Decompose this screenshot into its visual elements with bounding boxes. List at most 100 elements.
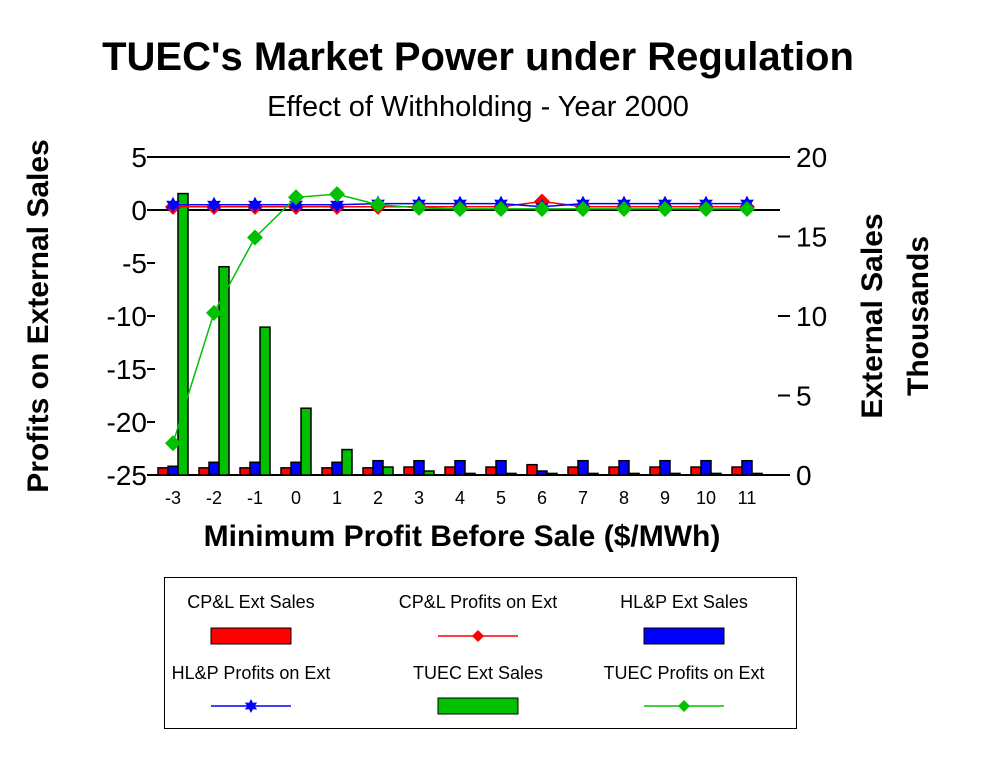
x-tick-label: 9 [660, 488, 670, 508]
point-5-2 [247, 229, 263, 246]
bar-0-0 [157, 467, 169, 476]
bar-0-8 [485, 466, 497, 476]
point-5-12 [657, 200, 673, 217]
legend-label-1: CP&L Profits on Ext [399, 592, 557, 612]
legend-label-0: CP&L Ext Sales [187, 592, 314, 612]
point-5-8 [493, 200, 509, 217]
y2-tick-label: 20 [796, 142, 827, 173]
point-5-9 [534, 200, 550, 217]
point-3-1 [207, 196, 221, 213]
x-tick-label: 7 [578, 488, 588, 508]
bar-0-13 [690, 466, 702, 476]
bar-0-11 [608, 466, 620, 476]
y-tick-label: -25 [107, 460, 147, 491]
x-axis-title: Minimum Profit Before Sale ($/MWh) [204, 520, 721, 553]
bar-0-5 [362, 467, 374, 476]
x-tick-label: 2 [373, 488, 383, 508]
bar-2-2 [249, 461, 261, 476]
point-5-5 [370, 196, 386, 213]
point-5-10 [575, 200, 591, 217]
x-tick-label: 1 [332, 488, 342, 508]
point-5-6 [411, 199, 427, 216]
point-5-3 [288, 189, 304, 206]
legend: CP&L Ext Sales CP&L Profits on Ext HL&P Ex… [164, 577, 797, 729]
bar-0-4 [321, 467, 333, 476]
point-3-0 [166, 196, 180, 213]
bar-4-9 [546, 472, 558, 476]
legend-label-3: HL&P Profits on Ext [172, 663, 331, 683]
x-tick-label: 5 [496, 488, 506, 508]
bar-2-14 [741, 459, 753, 476]
bar-4-12 [669, 472, 681, 476]
bar-4-7 [464, 472, 476, 476]
bar-0-6 [403, 466, 415, 476]
bar-2-4 [331, 461, 343, 476]
chart-title: TUEC's Market Power under Regulation [102, 35, 854, 79]
point-3-4 [330, 196, 344, 213]
bar-0-10 [567, 466, 579, 476]
point-5-11 [616, 200, 632, 217]
y-tick-label: 0 [131, 195, 147, 226]
x-tick-label: 3 [414, 488, 424, 508]
bar-4-6 [423, 470, 435, 476]
point-5-4 [329, 186, 345, 203]
y2-tick-label: 5 [796, 381, 812, 412]
bar-2-10 [577, 459, 589, 476]
y-tick-label: -5 [122, 248, 147, 279]
bar-4-2 [259, 326, 271, 476]
point-3-2 [248, 196, 262, 213]
y2-tick-label: 15 [796, 222, 827, 253]
bar-4-10 [587, 472, 599, 476]
bar-2-5 [372, 459, 384, 476]
bar-2-1 [208, 461, 220, 476]
bar-4-5 [382, 466, 394, 476]
x-tick-label: 8 [619, 488, 629, 508]
bar-0-12 [649, 466, 661, 476]
y2-tick-label: 10 [796, 301, 827, 332]
chart-subtitle: Effect of Withholding - Year 2000 [267, 91, 689, 123]
x-tick-label: 0 [291, 488, 301, 508]
bar-4-1 [218, 265, 230, 476]
bar-2-12 [659, 459, 671, 476]
point-5-14 [739, 200, 755, 217]
y2-tick-label: 0 [796, 460, 812, 491]
bar-0-1 [198, 467, 210, 476]
bar-2-0 [167, 465, 179, 476]
y-tick-label: -10 [107, 301, 147, 332]
legend-label-5: TUEC Profits on Ext [603, 663, 764, 683]
legend-swatch-2 [643, 627, 725, 645]
legend-label-4: TUEC Ext Sales [413, 663, 543, 683]
x-tick-label: -2 [206, 488, 222, 508]
x-tick-label: 11 [738, 488, 757, 508]
bar-4-3 [300, 407, 312, 476]
y-tick-label: 5 [131, 142, 147, 173]
x-tick-label: -1 [247, 488, 263, 508]
x-tick-label: 4 [455, 488, 465, 508]
bar-4-13 [710, 472, 722, 476]
bar-0-14 [731, 466, 743, 476]
y-tick-label: -20 [107, 407, 147, 438]
bar-2-13 [700, 459, 712, 476]
bar-2-11 [618, 459, 630, 476]
legend-marker-5 [678, 700, 690, 712]
legend-swatch-0 [210, 627, 292, 645]
legend-marker-3 [244, 699, 258, 713]
bar-4-0 [177, 192, 189, 476]
legend-marker-1 [472, 630, 484, 642]
x-tick-label: 10 [696, 488, 716, 508]
bar-0-3 [280, 467, 292, 476]
bar-4-11 [628, 472, 640, 476]
bar-0-7 [444, 466, 456, 476]
legend-swatch-4 [437, 697, 519, 715]
legend-label-2: HL&P Ext Sales [620, 592, 748, 612]
bar-4-14 [751, 472, 763, 476]
bar-2-9 [536, 470, 548, 476]
point-5-0 [165, 435, 181, 452]
line-5 [172, 193, 747, 444]
x-tick-label: -3 [165, 488, 181, 508]
bar-0-2 [239, 467, 251, 476]
bar-2-8 [495, 459, 507, 476]
y2-axis-title: External Sales [856, 213, 889, 418]
